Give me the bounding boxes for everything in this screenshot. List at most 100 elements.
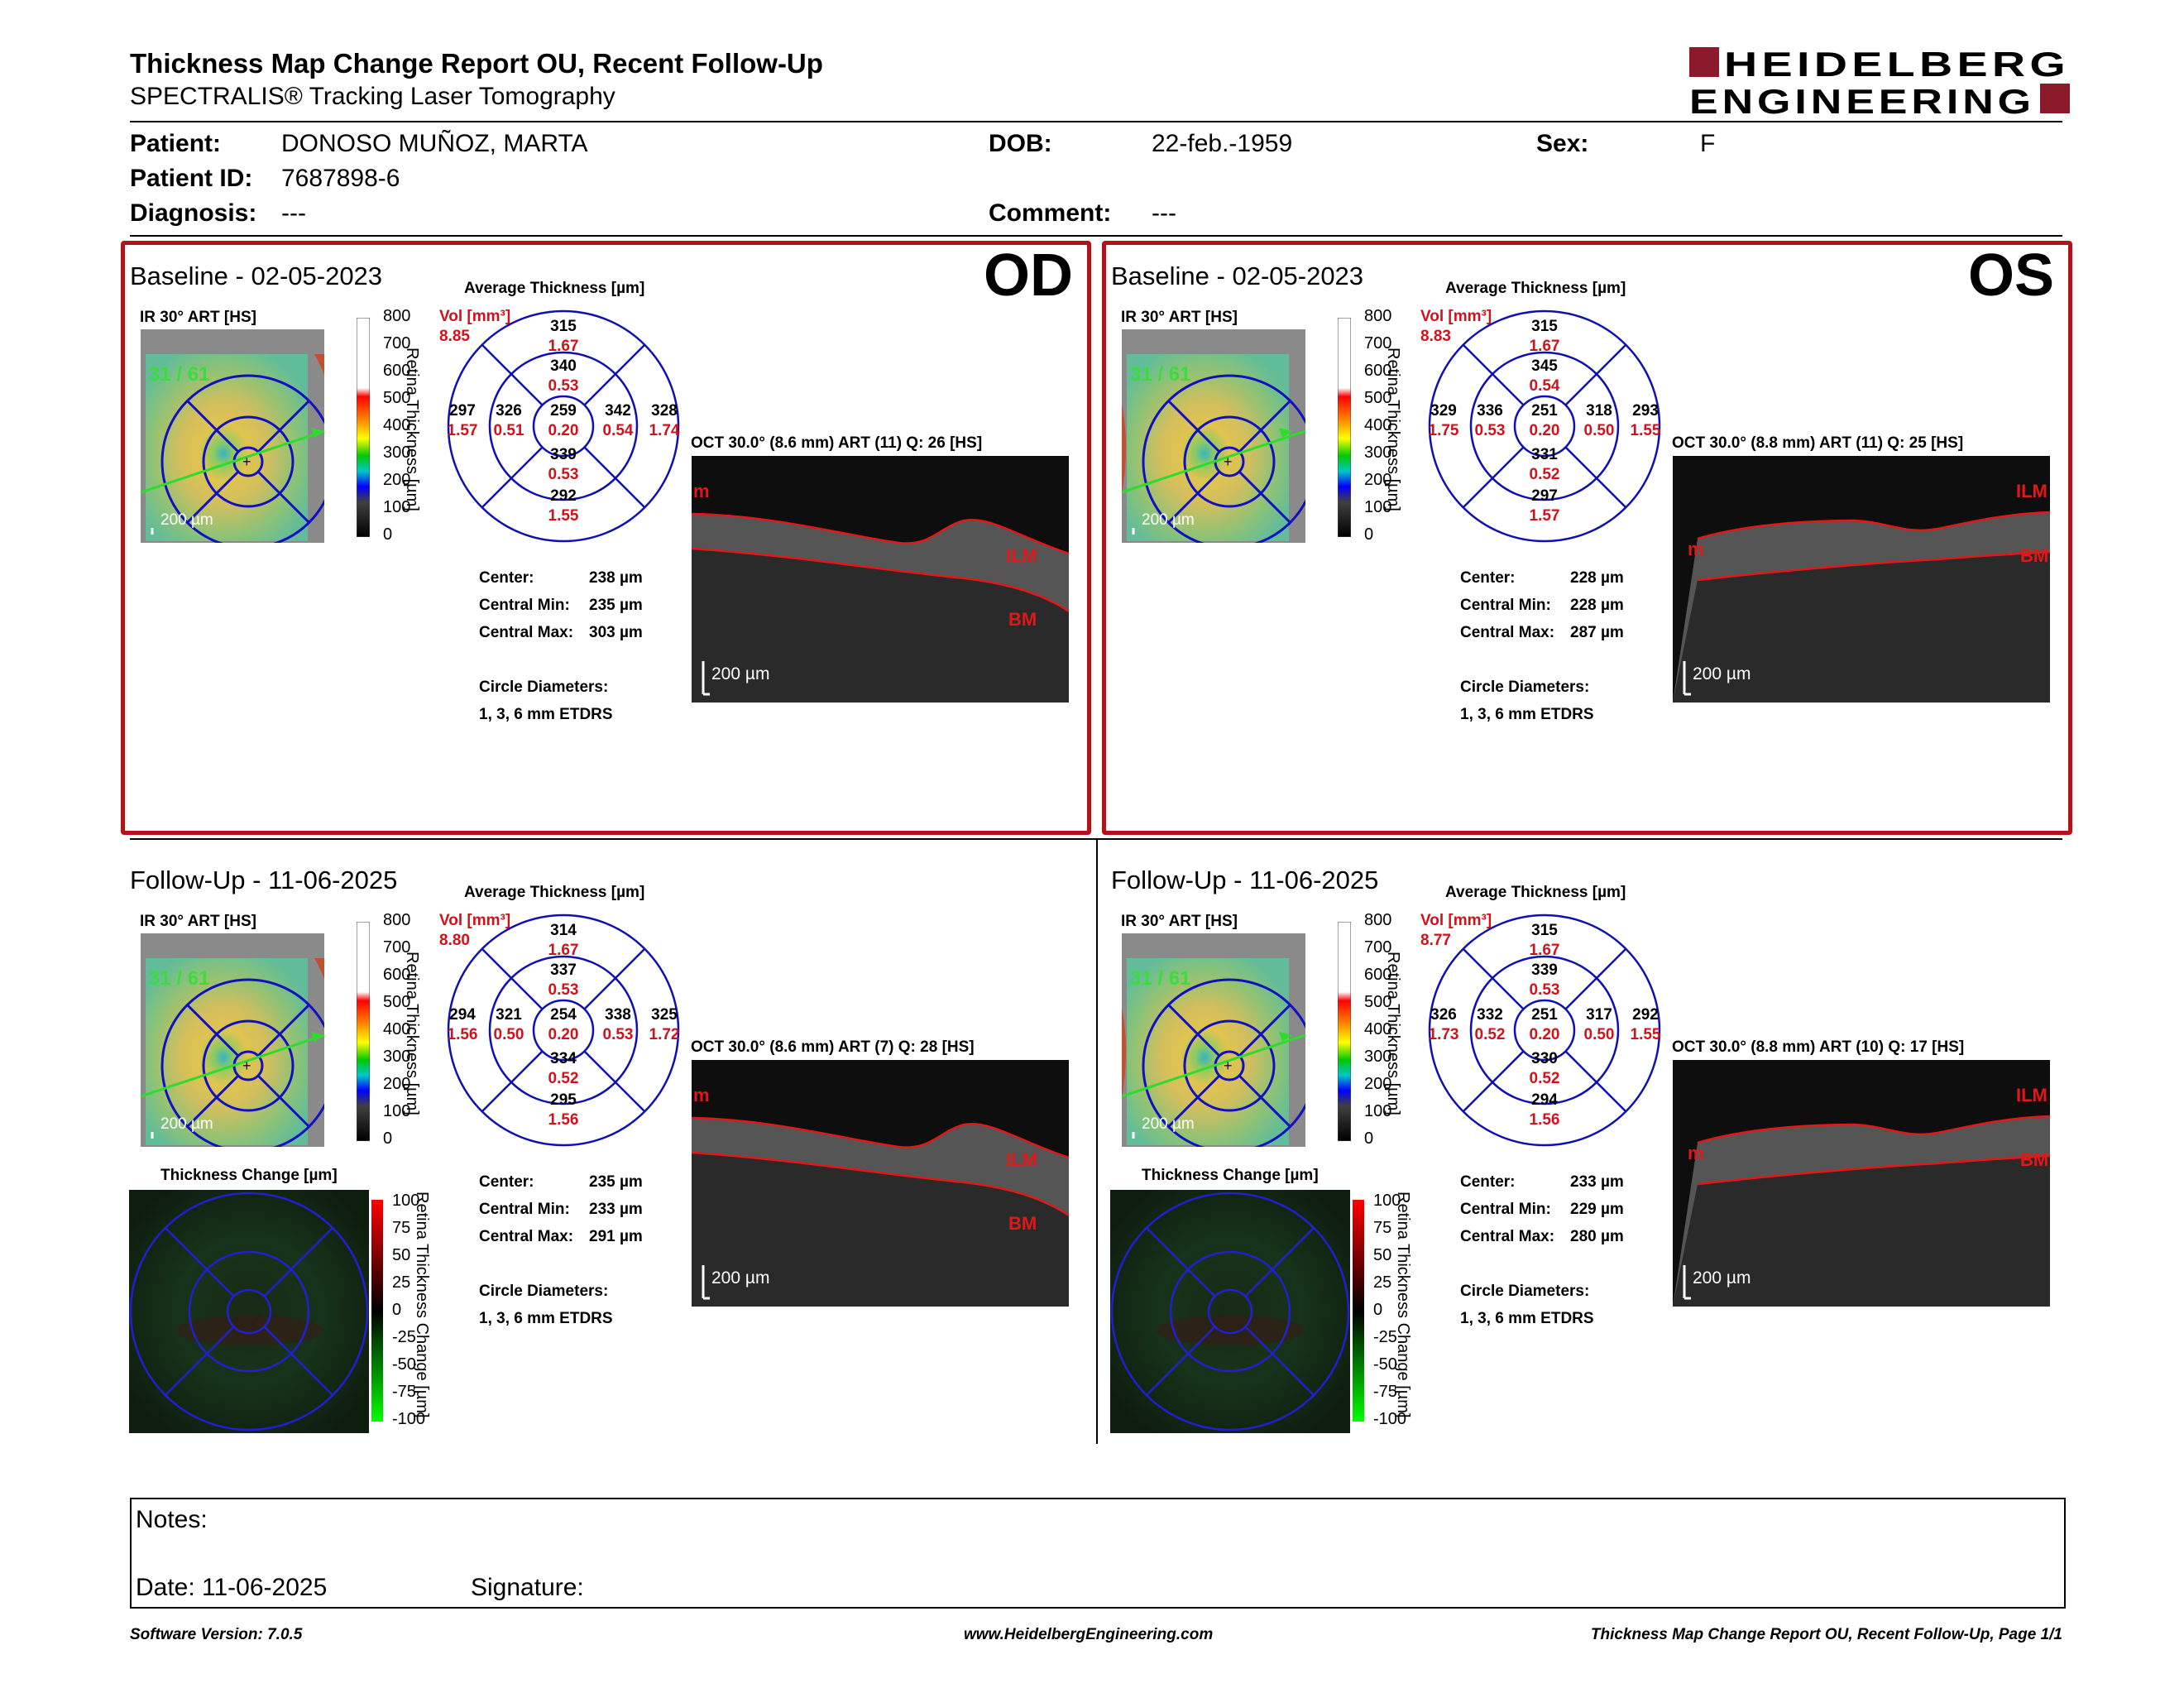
sector-thickness-s-outer: 315 xyxy=(1531,922,1558,939)
sector-thickness-s-inner: 339 xyxy=(1531,961,1558,979)
cmin-label: Central Min: xyxy=(479,597,570,614)
colorbar-tick: 400 xyxy=(383,1020,411,1038)
sex-label: Sex: xyxy=(1536,130,1589,157)
m-label: m xyxy=(693,481,710,501)
sector-thickness-r-outer: 293 xyxy=(1632,402,1659,420)
sector-thickness-i-inner: 330 xyxy=(1531,1050,1558,1067)
frame-counter: 31 / 61 xyxy=(1130,967,1190,990)
change-colorbar-tick: 75 xyxy=(1373,1219,1392,1237)
sector-volume-i-inner: 0.52 xyxy=(1530,466,1560,483)
sector-thickness-s-outer: 315 xyxy=(1531,318,1558,335)
colorbar-tick: 800 xyxy=(383,911,411,929)
circle-diameters-label: Circle Diameters: xyxy=(1460,679,1590,696)
report-title: Thickness Map Change Report OU, Recent F… xyxy=(130,48,823,79)
oct-bscan-image[interactable]: ILM BM m 200 µm xyxy=(692,1060,1069,1307)
cmax-value: 280 µm xyxy=(1570,1228,1624,1245)
colorbar-tick: 100 xyxy=(383,1102,411,1120)
notes-box[interactable]: Notes: Date: 11-06-2025 Signature: xyxy=(130,1498,2066,1609)
panel-title: Follow-Up - 11-06-2025 xyxy=(1111,866,1379,894)
svg-text:ENGINEERING: ENGINEERING xyxy=(1689,82,2035,117)
od-baseline-frame xyxy=(121,241,1091,835)
sector-thickness-i-outer: 295 xyxy=(550,1091,577,1109)
sector-thickness-s-inner: 337 xyxy=(550,961,577,979)
change-colorbar-tick: -75 xyxy=(1373,1383,1397,1401)
sector-volume-r-inner: 0.50 xyxy=(1584,1026,1615,1043)
website-link[interactable]: www.HeidelbergEngineering.com xyxy=(964,1626,1214,1643)
sector-volume-i-inner: 0.52 xyxy=(1530,1070,1560,1087)
sector-thickness-l-outer: 329 xyxy=(1430,402,1457,420)
report-subtitle: SPECTRALIS® Tracking Laser Tomography xyxy=(130,83,615,110)
thickness-change-map[interactable] xyxy=(1110,1190,1350,1433)
os-base-panel: Baseline - 02-05-2023 OS IR 30° ART [HS] +3… xyxy=(1102,242,2072,827)
etdrs-grid: 314 1.67 337 0.53 254 0.20 334 0.52 295 1.56 294 1.… xyxy=(448,914,680,1147)
sector-volume-i-outer: 1.56 xyxy=(1530,1111,1560,1129)
eye-label: OS xyxy=(1967,242,2054,309)
eye-label: OD xyxy=(984,242,1073,309)
cmin-value: 233 µm xyxy=(589,1201,643,1218)
thickness-colorbar xyxy=(357,318,370,537)
ilm-label: ILM xyxy=(2016,1085,2048,1105)
oct-bscan-image[interactable]: ILM BM m 200 µm xyxy=(1673,456,2050,703)
etdrs-grid: 315 1.67 339 0.53 251 0.20 330 0.52 294 1.56 326 1.… xyxy=(1429,914,1661,1147)
bm-label: BM xyxy=(2020,545,2048,566)
sector-thickness-r-inner: 318 xyxy=(1586,402,1612,420)
header-rule xyxy=(130,121,2062,122)
volume-label: Vol [mm³] xyxy=(439,912,511,929)
center-value: 233 µm xyxy=(1570,1173,1624,1191)
center-value: 235 µm xyxy=(589,1173,643,1191)
change-colorbar-title: Retina Thickness Change [µm] xyxy=(413,1192,431,1418)
colorbar-tick: 0 xyxy=(383,1129,393,1148)
notes-label: Notes: xyxy=(136,1506,208,1533)
sector-volume-i-inner: 0.53 xyxy=(548,466,579,483)
colorbar-tick: 500 xyxy=(383,993,411,1011)
oct-bscan-image[interactable]: ILM BM m 200 µm xyxy=(692,456,1069,703)
volume-value: 8.85 xyxy=(439,328,470,345)
sector-thickness-c: 251 xyxy=(1531,402,1558,420)
dob-label: DOB: xyxy=(989,130,1052,157)
bm-label: BM xyxy=(1008,1213,1037,1234)
ir-label: IR 30° ART [HS] xyxy=(1121,913,1238,930)
comment-label: Comment: xyxy=(989,199,1112,227)
colorbar-tick: 700 xyxy=(1364,334,1392,352)
cmin-value: 228 µm xyxy=(1570,597,1624,614)
change-colorbar-tick: 100 xyxy=(1373,1192,1401,1210)
thickness-map-image[interactable]: +31 / 61 200 µm xyxy=(1122,933,1305,1147)
m-label: m xyxy=(693,1085,710,1105)
signature-label: Signature: xyxy=(471,1574,584,1601)
oct-title: OCT 30.0° (8.8 mm) ART (11) Q: 25 [HS] xyxy=(1672,434,1964,452)
sector-volume-l-outer: 1.73 xyxy=(1429,1026,1459,1043)
colorbar-tick: 0 xyxy=(1364,1129,1374,1148)
sector-volume-r-outer: 1.72 xyxy=(649,1026,680,1043)
volume-value: 8.80 xyxy=(439,932,470,949)
colorbar-tick: 700 xyxy=(383,938,411,957)
svg-text:+: + xyxy=(242,1057,251,1074)
cmin-label: Central Min: xyxy=(479,1201,570,1218)
sector-thickness-r-outer: 325 xyxy=(651,1006,678,1024)
thickness-map-image[interactable]: +31 / 61 200 µm xyxy=(141,329,324,543)
circle-diameters-value: 1, 3, 6 mm ETDRS xyxy=(479,706,613,723)
thickness-colorbar xyxy=(1338,922,1351,1141)
sector-thickness-r-inner: 317 xyxy=(1586,1006,1612,1024)
cmax-label: Central Max: xyxy=(479,1228,574,1245)
thickness-change-map[interactable] xyxy=(129,1190,369,1433)
sector-thickness-i-inner: 331 xyxy=(1531,446,1558,463)
colorbar-tick: 600 xyxy=(383,362,411,380)
colorbar-tick: 200 xyxy=(383,1075,411,1093)
m-label: m xyxy=(1688,1143,1704,1163)
sector-thickness-r-inner: 338 xyxy=(605,1006,631,1024)
sector-volume-l-inner: 0.52 xyxy=(1475,1026,1506,1043)
svg-text:+: + xyxy=(242,453,251,470)
volume-value: 8.83 xyxy=(1420,328,1451,345)
scale-bar-label: 200 µm xyxy=(1142,511,1195,529)
colorbar-title: Retina Thickness [µm] xyxy=(403,952,421,1115)
change-colorbar-tick: 50 xyxy=(392,1246,411,1264)
sector-thickness-l-outer: 326 xyxy=(1430,1006,1457,1024)
os-fu-panel: Follow-Up - 11-06-2025 IR 30° ART [HS] +31… xyxy=(1102,852,2072,1433)
thickness-map-image[interactable]: +31 / 61 200 µm xyxy=(141,933,324,1147)
sector-thickness-r-outer: 328 xyxy=(651,402,678,420)
thickness-map-image[interactable]: +31 / 61 200 µm xyxy=(1122,329,1305,543)
oct-bscan-image[interactable]: ILM BM m 200 µm xyxy=(1673,1060,2050,1307)
sex-value: F xyxy=(1700,130,1716,157)
dob-value: 22-feb.-1959 xyxy=(1152,130,1293,157)
change-colorbar-tick: 0 xyxy=(1373,1301,1383,1319)
